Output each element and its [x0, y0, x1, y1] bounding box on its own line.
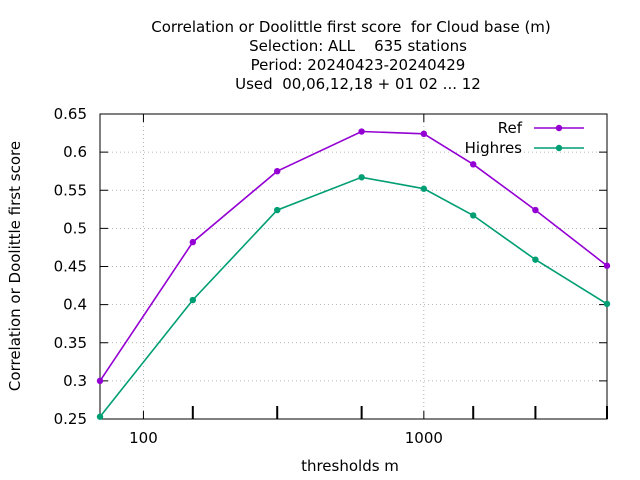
y-tick-label: 0.4 [63, 296, 87, 314]
data-point-highres [358, 174, 365, 181]
data-point-highres [603, 300, 611, 308]
y-tick-label: 0.5 [63, 219, 87, 237]
title-line-1: Correlation or Doolittle first score for… [151, 18, 551, 36]
data-point-ref [189, 238, 197, 246]
y-tick-label: 0.6 [63, 143, 87, 161]
legend-marker [555, 124, 563, 132]
series-group [96, 128, 611, 420]
y-tick-label: 0.65 [54, 105, 87, 123]
series-line-ref [99, 130, 608, 382]
title-line-4: Used 00,06,12,18 + 01 02 ... 12 [235, 75, 481, 93]
y-tick-label: 0.25 [54, 410, 87, 428]
title-line-3: Period: 20240423-20240429 [250, 56, 466, 74]
y-tick-label: 0.55 [54, 181, 87, 199]
x-axis-label: thresholds m [301, 457, 399, 475]
legend-marker [555, 144, 563, 152]
grid-lines [100, 114, 607, 419]
series-line-highres [99, 176, 608, 418]
x-tick-label: 100 [129, 429, 158, 447]
data-point-ref [532, 206, 539, 214]
data-point-highres [470, 212, 477, 219]
data-point-highres [189, 296, 197, 304]
legend: Ref Highres [465, 119, 584, 157]
legend-label: Highres [465, 139, 523, 157]
legend-label: Ref [498, 119, 523, 137]
y-tick-label: 0.3 [63, 372, 87, 390]
data-point-ref [274, 167, 281, 175]
x-tick-labels: 100 1000 [129, 429, 443, 447]
data-point-highres [274, 206, 281, 214]
data-point-highres [420, 185, 428, 192]
data-point-ref [420, 130, 428, 138]
y-tick-label: 0.35 [54, 334, 87, 352]
data-point-highres [96, 413, 104, 420]
y-tick-label: 0.45 [54, 258, 87, 276]
title-line-2: Selection: ALL 635 stations [249, 37, 467, 55]
y-axis-label: Correlation or Doolittle first score [6, 141, 24, 391]
data-point-ref [96, 377, 104, 385]
data-point-ref [603, 262, 611, 269]
data-point-ref [470, 161, 477, 168]
data-point-ref [358, 128, 365, 135]
x-tick-label: 1000 [405, 429, 443, 447]
data-point-highres [532, 256, 539, 263]
y-tick-labels: 0.25 0.3 0.35 0.4 0.45 0.5 0.55 0.6 0.65 [54, 105, 87, 428]
